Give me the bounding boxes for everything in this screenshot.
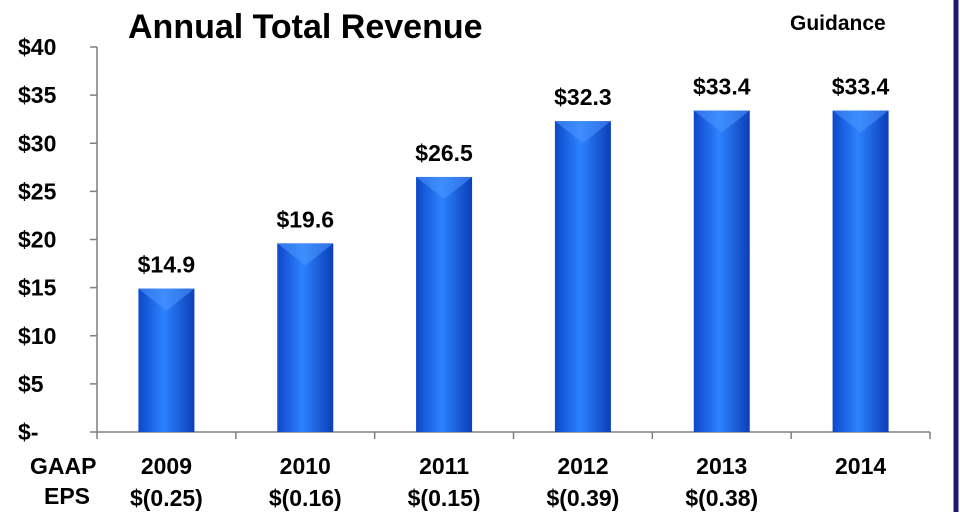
eps-label-line2: EPS bbox=[44, 483, 90, 509]
bar-body bbox=[416, 176, 473, 432]
eps-label-line1: GAAP bbox=[30, 453, 96, 479]
bar-bevel bbox=[554, 121, 611, 144]
y-tick-label: $30 bbox=[18, 130, 56, 156]
bar-bevel bbox=[138, 288, 195, 311]
x-tick-label: 2011 bbox=[419, 453, 469, 479]
x-tick-label: 2013 bbox=[696, 453, 747, 479]
eps-row: GAAP EPS $(0.25) $(0.16) $(0.15) $(0.39) $(0… bbox=[30, 453, 758, 511]
x-tick-label: 2012 bbox=[557, 453, 608, 479]
bar-bevel bbox=[832, 110, 889, 133]
bar bbox=[554, 121, 611, 433]
y-axis: $- $5 $10 $15 $20 $25 $30 $35 $40 bbox=[18, 34, 98, 445]
bars bbox=[138, 110, 889, 433]
eps-value: $(0.25) bbox=[130, 485, 203, 511]
y-tick-label: $10 bbox=[18, 323, 56, 349]
data-labels: $14.9 $19.6 $26.5 $32.3 $33.4 $33.4 bbox=[138, 74, 890, 278]
bar bbox=[277, 243, 334, 432]
y-tick-label: $- bbox=[18, 419, 38, 445]
bar-body bbox=[554, 121, 611, 433]
data-label: $19.6 bbox=[276, 206, 334, 232]
bar-bevel bbox=[277, 243, 334, 266]
x-tick-label: 2009 bbox=[141, 453, 192, 479]
eps-value: $(0.38) bbox=[685, 485, 758, 511]
bar bbox=[693, 110, 750, 433]
y-tick-label: $5 bbox=[18, 371, 44, 397]
bar bbox=[416, 176, 473, 432]
eps-value: $(0.39) bbox=[546, 485, 619, 511]
data-label: $14.9 bbox=[138, 252, 196, 278]
data-label: $26.5 bbox=[415, 140, 473, 166]
bar-bevel bbox=[693, 110, 750, 133]
chart-title: Annual Total Revenue bbox=[128, 8, 483, 46]
y-tick-label: $25 bbox=[18, 178, 57, 204]
bar bbox=[138, 288, 195, 432]
y-tick-label: $35 bbox=[18, 82, 57, 108]
x-axis: 2009 2010 2011 2012 2013 2014 bbox=[96, 431, 931, 479]
bar-body bbox=[693, 110, 750, 433]
bar-body bbox=[138, 288, 195, 432]
x-tick-label: 2014 bbox=[835, 453, 886, 479]
y-tick-label: $20 bbox=[18, 227, 56, 253]
bar-body bbox=[277, 243, 334, 432]
bar-bevel bbox=[416, 176, 473, 199]
data-label: $32.3 bbox=[554, 84, 612, 110]
eps-value: $(0.15) bbox=[408, 485, 481, 511]
eps-value: $(0.16) bbox=[269, 485, 342, 511]
data-label: $33.4 bbox=[693, 74, 751, 100]
guidance-annotation: Guidance bbox=[790, 12, 886, 35]
bar bbox=[832, 110, 889, 433]
y-tick-label: $15 bbox=[18, 275, 57, 301]
data-label: $33.4 bbox=[832, 74, 890, 100]
x-tick-label: 2010 bbox=[280, 453, 331, 479]
bar-body bbox=[832, 110, 889, 433]
y-tick-label: $40 bbox=[18, 34, 56, 60]
